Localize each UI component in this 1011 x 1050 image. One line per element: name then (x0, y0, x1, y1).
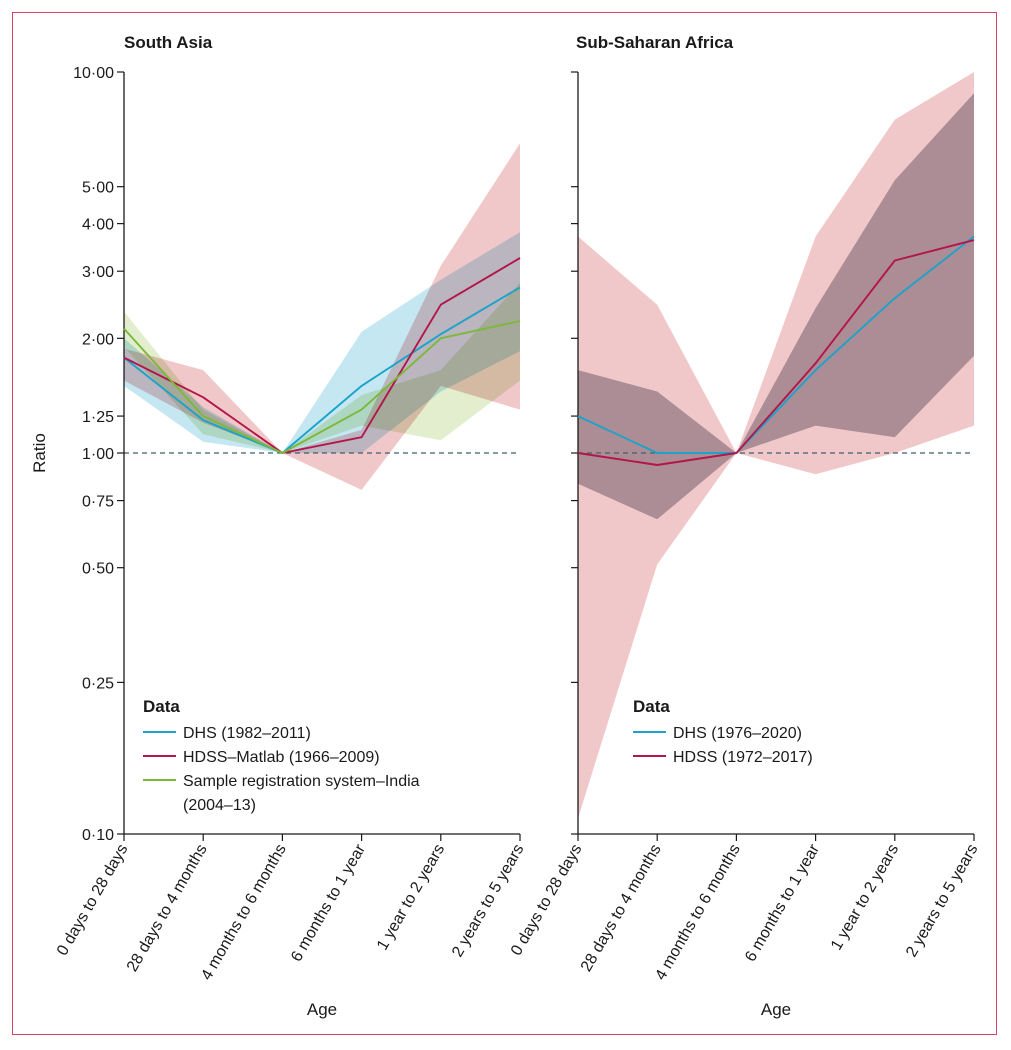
legend-label: Sample registration system–India (2004–13… (183, 773, 420, 814)
series-line-south-asia-2 (123, 320, 521, 454)
legend-label: HDSS–Matlab (1966–2009) (183, 749, 380, 766)
y-tick-label: 0·75 (82, 494, 114, 511)
series-line-south-asia-1 (123, 257, 521, 454)
x-tick-label: 28 days to 4 months (124, 842, 211, 975)
y-tick-label: 1·25 (82, 409, 114, 426)
legend-title: Data (633, 697, 670, 716)
y-tick-label: 0·25 (82, 675, 114, 692)
y-tick-label: 10·00 (73, 65, 114, 82)
panel-title: South Asia (124, 33, 213, 52)
y-tick-label: 1·00 (82, 446, 114, 463)
x-tick-label: 2 years to 5 years (903, 842, 981, 961)
y-tick-label: 0·10 (82, 827, 114, 844)
legend-label: DHS (1982–2011) (183, 725, 311, 742)
x-tick-label: 6 months to 1 year (288, 841, 369, 965)
y-axis-title: Ratio (30, 433, 49, 473)
x-tick-label: 28 days to 4 months (578, 842, 665, 975)
x-tick-label: 1 year to 2 years (374, 842, 448, 954)
y-tick-label: 3·00 (82, 264, 114, 281)
ci-band-ssa-1 (578, 72, 974, 819)
legend-title: Data (143, 697, 180, 716)
x-tick-label: 6 months to 1 year (742, 841, 823, 965)
series-line-ssa-1 (577, 239, 975, 466)
y-tick-label: 2·00 (82, 331, 114, 348)
panel-title: Sub-Saharan Africa (576, 33, 734, 52)
series-line-ssa-0 (577, 235, 975, 454)
y-tick-label: 4·00 (82, 217, 114, 234)
y-tick-label: 0·50 (82, 561, 114, 578)
ci-band-south-asia-2 (124, 282, 520, 453)
legend-label: DHS (1976–2020) (673, 725, 802, 742)
x-axis-title: Age (761, 1000, 791, 1019)
x-axis-title: Age (307, 1000, 337, 1019)
x-tick-label: 4 months to 6 months (198, 842, 290, 984)
x-tick-label: 4 months to 6 months (652, 842, 744, 984)
x-tick-label: 1 year to 2 years (828, 842, 902, 954)
figure-frame (12, 12, 997, 1035)
legend-label: HDSS (1972–2017) (673, 749, 813, 766)
series-line-south-asia-0 (123, 286, 521, 454)
y-tick-label: 5·00 (82, 180, 114, 197)
x-tick-label: 0 days to 28 days (54, 842, 131, 959)
